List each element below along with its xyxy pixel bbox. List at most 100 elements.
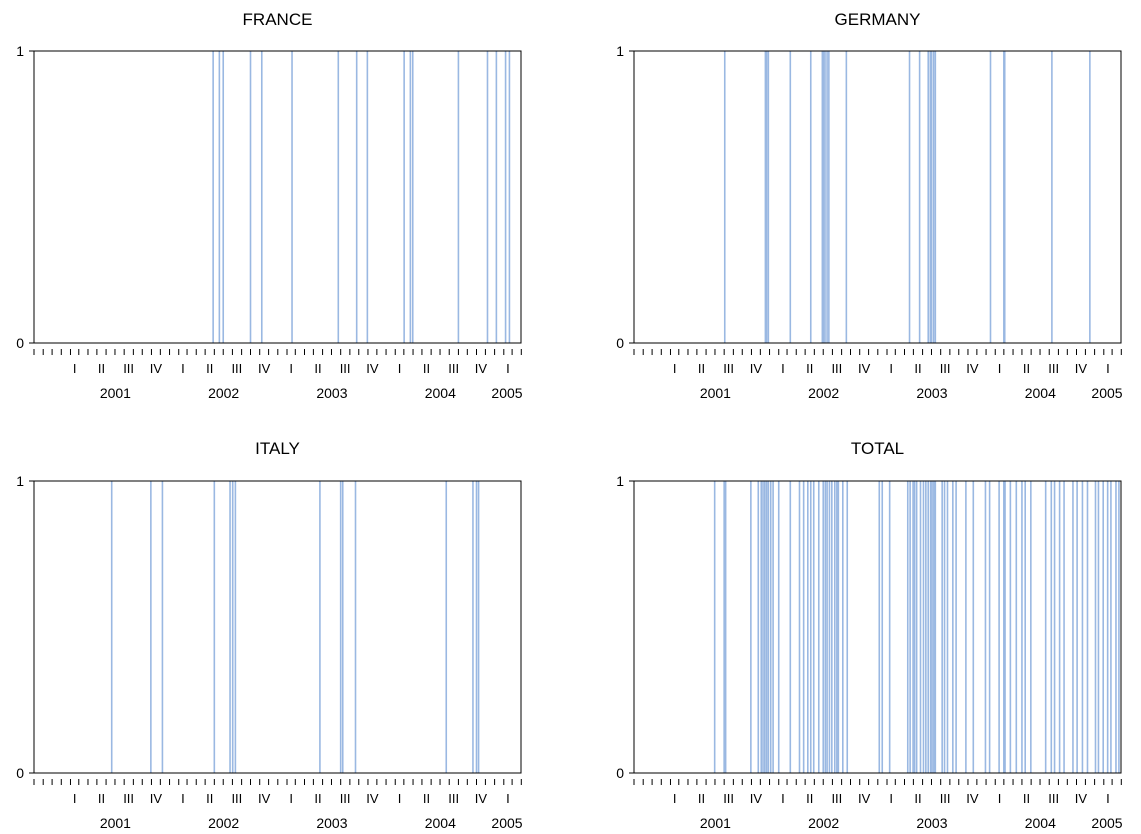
year-tick-label: 2004 [425,385,456,401]
quarter-tick-label: II [423,361,430,376]
quarter-tick-label: II [206,791,213,806]
year-tick-label: 2005 [491,385,522,401]
year-tick-label: 2004 [1025,815,1056,831]
quarter-tick-label: III [831,361,842,376]
quarter-tick-label: IV [858,361,871,376]
quarter-tick-label: IV [258,361,271,376]
plot-frame [633,480,1122,774]
quarter-tick-label: I [781,361,785,376]
quarter-tick-label: IV [1075,361,1088,376]
quarter-tick-label: II [1023,791,1030,806]
quarter-tick-label: III [940,791,951,806]
y-tick-label: 1 [16,473,24,489]
quarter-tick-label: I [398,791,402,806]
quarter-tick-label: II [914,361,921,376]
quarter-tick-label: I [289,791,293,806]
year-tick-label: 2004 [425,815,456,831]
quarter-tick-label: I [889,361,893,376]
year-tick-label: 2003 [316,815,347,831]
quarter-tick-label: IV [966,791,979,806]
quarter-tick-label: III [340,791,351,806]
quarter-tick-label: II [1023,361,1030,376]
quarter-tick-label: I [998,791,1002,806]
year-tick-label: 2002 [208,815,239,831]
quarter-tick-label: IV [150,361,163,376]
quarter-tick-label: II [314,791,321,806]
quarter-tick-label: III [723,791,734,806]
quarter-tick-label: IV [475,791,488,806]
quarter-tick-label: I [506,361,510,376]
quarter-tick-label: IV [366,361,379,376]
quarter-tick-label: I [781,791,785,806]
y-tick-label: 1 [16,43,24,59]
y-tick-label: 0 [16,765,24,781]
quarter-tick-label: II [698,361,705,376]
y-tick-label: 1 [616,43,624,59]
year-tick-label: 2004 [1025,385,1056,401]
year-tick-label: 2001 [100,815,131,831]
year-tick-label: 2002 [808,385,839,401]
quarter-tick-label: II [423,791,430,806]
quarter-tick-label: I [181,791,185,806]
y-tick-label: 0 [616,335,624,351]
year-tick-label: 2001 [700,385,731,401]
quarter-tick-label: I [673,361,677,376]
year-tick-label: 2005 [491,815,522,831]
quarter-tick-label: I [506,791,510,806]
quarter-tick-label: IV [150,791,163,806]
quarter-tick-label: IV [858,791,871,806]
year-tick-label: 2002 [808,815,839,831]
quarter-tick-label: IV [966,361,979,376]
plot-frame [633,50,1122,344]
quarter-tick-label: III [340,361,351,376]
chart-title: FRANCE [243,10,313,29]
quarter-tick-label: II [98,791,105,806]
chart-title: ITALY [255,439,300,458]
quarter-tick-label: III [231,791,242,806]
quarter-tick-label: I [181,361,185,376]
quarter-tick-label: III [831,791,842,806]
quarter-tick-label: IV [1075,791,1088,806]
quarter-tick-label: IV [750,361,763,376]
quarter-tick-label: III [723,361,734,376]
quarter-tick-label: I [889,791,893,806]
plot-frame [33,480,522,774]
quarter-tick-label: II [206,361,213,376]
quarter-tick-label: II [806,361,813,376]
year-tick-label: 2002 [208,385,239,401]
quarter-tick-label: III [448,361,459,376]
year-tick-label: 2001 [700,815,731,831]
quarter-tick-label: I [398,361,402,376]
quarter-tick-label: IV [258,791,271,806]
quarter-tick-label: III [123,791,134,806]
quarter-tick-label: IV [366,791,379,806]
quarter-tick-label: II [98,361,105,376]
quarter-tick-label: I [673,791,677,806]
quarter-tick-label: I [73,361,77,376]
year-tick-label: 2003 [916,815,947,831]
quarter-tick-label: I [1106,791,1110,806]
year-tick-label: 2003 [916,385,947,401]
quarter-tick-label: II [314,361,321,376]
quarter-tick-label: III [1048,361,1059,376]
year-tick-label: 2003 [316,385,347,401]
quarter-tick-label: I [1106,361,1110,376]
y-tick-label: 0 [616,765,624,781]
plot-frame [33,50,522,344]
quarter-tick-label: I [73,791,77,806]
quarter-tick-label: III [231,361,242,376]
year-tick-label: 2005 [1091,815,1122,831]
chart-title: TOTAL [851,439,904,458]
quarter-tick-label: III [1048,791,1059,806]
year-tick-label: 2001 [100,385,131,401]
y-tick-label: 0 [16,335,24,351]
quarter-tick-label: I [998,361,1002,376]
quarter-tick-label: II [698,791,705,806]
quarter-tick-label: II [806,791,813,806]
quarter-tick-label: III [123,361,134,376]
